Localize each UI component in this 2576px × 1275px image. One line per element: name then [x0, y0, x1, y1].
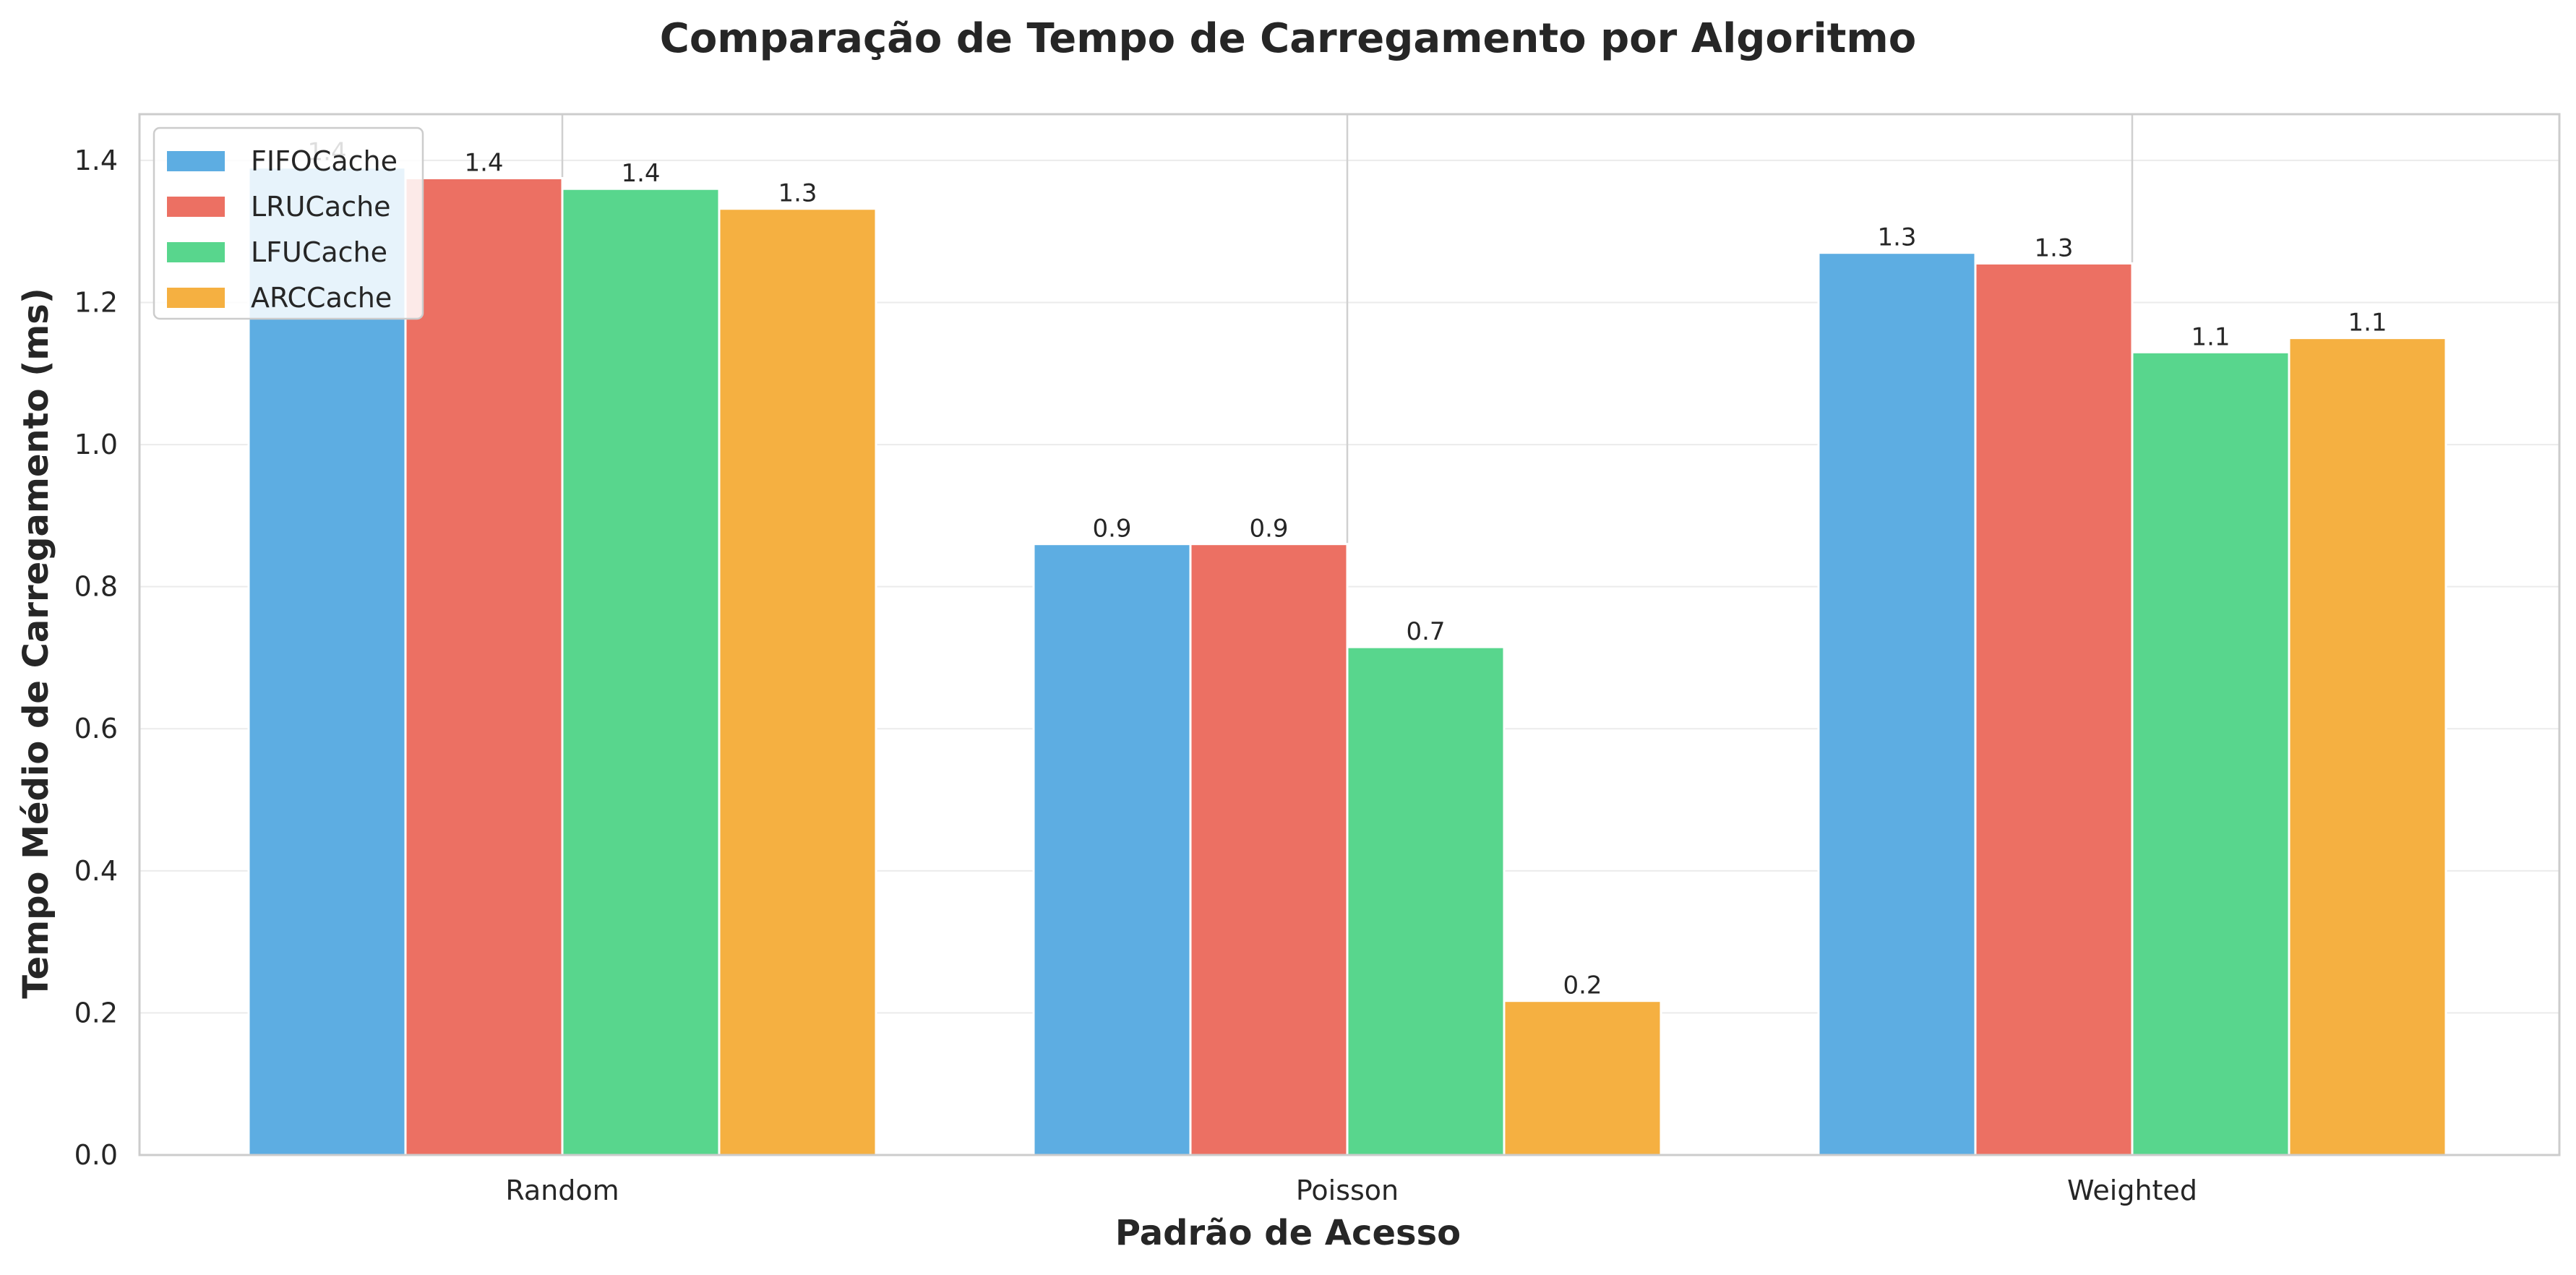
bar-lrucache-weighted [1974, 262, 2134, 1156]
bar-arccache-poisson [1503, 1000, 1662, 1156]
legend-swatch-lfucache [167, 242, 225, 262]
y-tick-label: 1.0 [74, 429, 118, 460]
y-tick-label: 0.8 [74, 571, 118, 603]
plot-frame [138, 113, 2561, 1156]
bar-lfucache-random [561, 187, 721, 1156]
data-label: 1.3 [2034, 233, 2073, 262]
bar-lrucache-poisson [1189, 543, 1349, 1156]
bar-fifocache-poisson [1032, 543, 1192, 1156]
y-tick-label: 1.4 [74, 145, 118, 176]
bar-lfucache-poisson [1346, 645, 1506, 1156]
y-axis-label: Tempo Médio de Carregamento (ms) [16, 288, 56, 999]
bar-lrucache-random [404, 176, 564, 1156]
data-label: 0.9 [1092, 515, 1131, 544]
y-tick-label: 0.0 [74, 1139, 118, 1171]
data-label: 0.2 [1563, 971, 1602, 1000]
legend-swatch-lrucache [167, 197, 225, 217]
data-label: 1.4 [464, 148, 503, 177]
y-tick-label: 1.2 [74, 286, 118, 318]
data-label: 0.9 [1249, 515, 1288, 544]
bar-arccache-weighted [2288, 337, 2447, 1156]
chart-title: Comparação de Tempo de Carregamento por … [660, 15, 1917, 62]
bar-fifocache-weighted [1817, 252, 1977, 1156]
legend-box [153, 126, 424, 320]
legend-label-lfucache: LFUCache [251, 236, 387, 268]
legend-swatch-fifocache [167, 151, 225, 171]
data-label: 1.4 [621, 159, 660, 188]
legend-label-lrucache: LRUCache [251, 191, 391, 223]
data-label: 1.3 [778, 179, 817, 208]
y-tick-label: 0.4 [74, 855, 118, 887]
legend-label-arccache: ARCCache [251, 282, 392, 314]
y-tick-label: 0.6 [74, 713, 118, 744]
x-tick-label: Weighted [2067, 1175, 2197, 1206]
x-tick-label: Poisson [1296, 1175, 1399, 1206]
x-tick-label: Random [505, 1175, 619, 1206]
bar-lfucache-weighted [2131, 351, 2291, 1156]
y-tick-label: 0.2 [74, 997, 118, 1029]
data-label: 1.1 [2348, 309, 2387, 338]
data-label: 1.1 [2191, 322, 2230, 351]
data-label: 0.7 [1406, 617, 1445, 646]
bar-arccache-random [718, 207, 877, 1156]
legend-swatch-arccache [167, 288, 225, 308]
data-label: 1.3 [1877, 223, 1916, 252]
x-axis-label: Padrão de Acesso [1115, 1213, 1461, 1253]
legend-label-fifocache: FIFOCache [251, 145, 398, 177]
